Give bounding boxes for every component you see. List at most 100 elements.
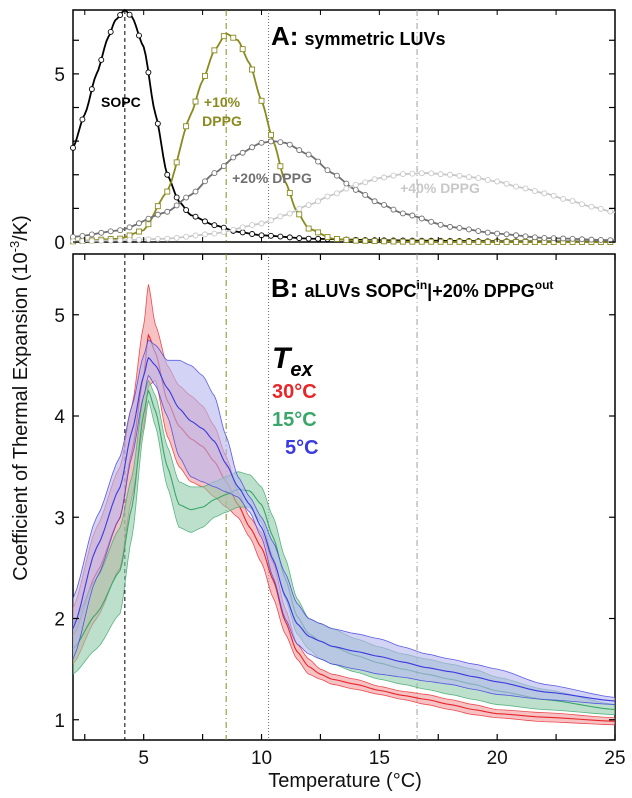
marker-a-1 [428,238,435,245]
marker-a-3 [409,170,416,177]
marker-a-2 [560,235,567,242]
series-a-1 [70,32,615,245]
label-sopc: SOPC [101,94,141,110]
marker-a-1 [343,236,350,243]
marker-a-2 [343,180,350,187]
b-xtick-label-20: 20 [487,748,508,769]
marker-a-3 [220,229,227,235]
marker-a-3 [399,171,406,178]
marker-a-0 [145,69,152,76]
marker-a-2 [588,236,595,243]
marker-a-2 [579,236,585,243]
marker-a-1 [362,237,369,244]
marker-a-1 [324,234,331,241]
y-axis-label: Coefficient of Thermal Expansion (10-3/K… [7,215,32,580]
band-b-mid-2 [72,356,616,702]
marker-a-0 [154,120,161,127]
marker-a-3 [494,178,501,185]
marker-a-1 [277,163,284,170]
marker-a-2 [475,228,482,235]
marker-a-1 [456,238,463,245]
marker-a-1 [173,159,180,166]
label-10-dppg-line2: DPPG [202,113,242,129]
marker-a-3 [88,237,95,244]
marker-a-2 [79,232,86,239]
b-xtick-label-10: 10 [251,748,272,769]
marker-a-2 [456,224,463,231]
marker-a-3 [484,177,491,183]
a-ytick-5-label: 5 [54,65,65,86]
marker-a-2 [418,215,425,222]
marker-a-2 [324,167,331,174]
panel-b: 1 2 3 4 5 5 10 15 20 25 [54,253,626,769]
marker-a-0 [136,32,142,39]
series-a-line-1 [72,32,615,243]
band-b-lower-2 [72,374,616,705]
marker-a-3 [296,205,303,212]
label-20-dppg: +20% DPPG [232,170,312,186]
marker-a-1 [371,238,378,244]
marker-a-3 [164,235,171,242]
marker-a-1 [249,66,256,73]
marker-a-3 [79,238,86,245]
marker-a-2 [409,212,416,219]
marker-a-0 [107,28,114,35]
marker-a-1 [531,239,538,245]
marker-a-1 [409,238,416,245]
b-xtick-label-15: 15 [369,748,390,769]
label-10-dppg-line1: +10% [204,94,241,110]
marker-a-2 [362,192,369,198]
a-ytick-0-label: 0 [54,233,65,254]
marker-a-2 [145,215,152,222]
marker-a-2 [267,138,274,145]
marker-a-2 [136,220,142,227]
marker-a-0 [173,194,180,201]
marker-a-3 [324,193,331,200]
b-ytick-4-label: 4 [54,407,65,428]
marker-a-2 [541,235,548,241]
series-a-3 [70,170,616,245]
marker-a-1 [230,34,237,41]
marker-a-2 [484,229,491,236]
marker-a-1 [352,237,359,244]
marker-a-2 [465,226,472,233]
panel-a-title: A: symmetric LUVs [271,21,446,51]
label-40-dppg: +40% DPPG [400,180,480,196]
marker-a-3 [579,201,585,208]
marker-a-0 [70,144,76,151]
marker-a-2 [220,163,227,170]
marker-a-1 [475,238,482,245]
marker-a-1 [192,98,199,105]
marker-a-1 [437,238,444,245]
marker-a-3 [475,175,482,182]
marker-a-3 [428,170,435,177]
marker-a-0 [126,11,133,18]
marker-a-1 [154,203,161,210]
marker-a-2 [192,188,199,195]
marker-a-0 [164,171,171,178]
marker-a-0 [239,229,246,236]
marker-a-1 [484,239,491,245]
marker-a-2 [296,147,303,154]
marker-a-3 [371,176,378,183]
legend-15c: 15°C [272,409,317,431]
marker-a-1 [136,228,142,235]
marker-a-2 [597,237,604,243]
marker-a-1 [390,238,397,245]
marker-a-3 [381,174,388,181]
b-xtick-label-5: 5 [138,748,149,769]
marker-a-3 [239,224,246,231]
marker-a-2 [531,234,538,241]
marker-a-3 [202,231,208,238]
marker-a-0 [211,222,218,229]
marker-a-3 [249,222,256,229]
marker-a-2 [399,210,406,217]
series-a-2 [70,138,616,244]
marker-a-1 [202,72,208,79]
b-ytick-1-label: 1 [54,711,65,732]
marker-a-3 [286,210,293,217]
marker-a-0 [249,231,256,237]
marker-a-0 [117,12,124,18]
marker-a-0 [315,235,322,242]
